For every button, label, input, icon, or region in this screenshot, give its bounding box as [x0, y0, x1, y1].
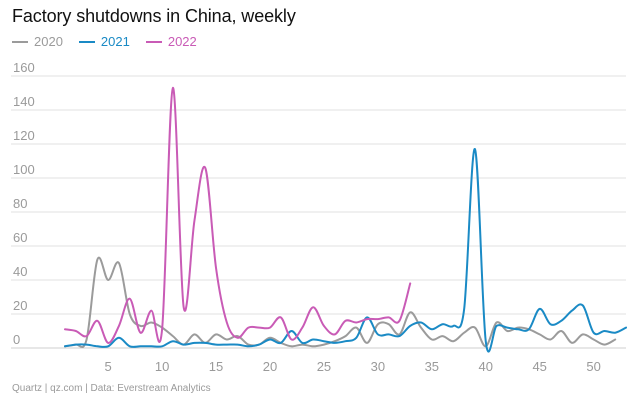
y-tick-label: 160	[13, 60, 35, 75]
y-tick-label: 100	[13, 162, 35, 177]
x-tick-label: 40	[479, 359, 493, 374]
legend-item-2022: 2022	[145, 34, 197, 49]
x-tick-label: 30	[371, 359, 385, 374]
legend-item-2021: 2021	[78, 34, 130, 49]
series-line-2022	[64, 86, 412, 344]
x-tick-label: 25	[317, 359, 331, 374]
y-tick-label: 120	[13, 128, 35, 143]
x-tick-label: 5	[105, 359, 112, 374]
chart-legend: 2020 2021 2022	[12, 34, 197, 49]
legend-label-2022: 2022	[167, 34, 197, 49]
x-axis-ticks: 5 10 15 20 25 30 35 40 45 50	[105, 359, 601, 374]
grid-lines	[11, 75, 626, 349]
y-tick-label: 140	[13, 94, 35, 109]
y-tick-label: 0	[13, 332, 20, 347]
chart-title: Factory shutdowns in China, weekly	[12, 6, 296, 26]
legend-label-2020: 2020	[34, 34, 63, 49]
source-credit: Quartz | qz.com | Data: Everstream Analy…	[12, 383, 211, 394]
legend-swatch-2020	[12, 40, 28, 43]
x-tick-label: 45	[532, 359, 546, 374]
y-tick-label: 60	[13, 230, 27, 245]
y-tick-label: 80	[13, 196, 27, 211]
legend-item-2020: 2020	[12, 34, 63, 49]
x-tick-label: 10	[155, 359, 169, 374]
x-tick-label: 50	[586, 359, 600, 374]
x-tick-label: 15	[209, 359, 223, 374]
series-line-2021	[64, 148, 627, 353]
legend-label-2021: 2021	[100, 34, 130, 49]
series-lines	[64, 86, 627, 353]
x-tick-label: 35	[425, 359, 439, 374]
y-tick-label: 40	[13, 264, 27, 279]
legend-swatch-2022	[145, 40, 162, 43]
y-tick-label: 20	[13, 298, 27, 313]
series-line-2020	[64, 256, 617, 349]
x-tick-label: 20	[263, 359, 277, 374]
y-axis-ticks: 0 20 40 60 80 100 120 140 160	[13, 60, 35, 347]
legend-swatch-2021	[78, 40, 95, 43]
